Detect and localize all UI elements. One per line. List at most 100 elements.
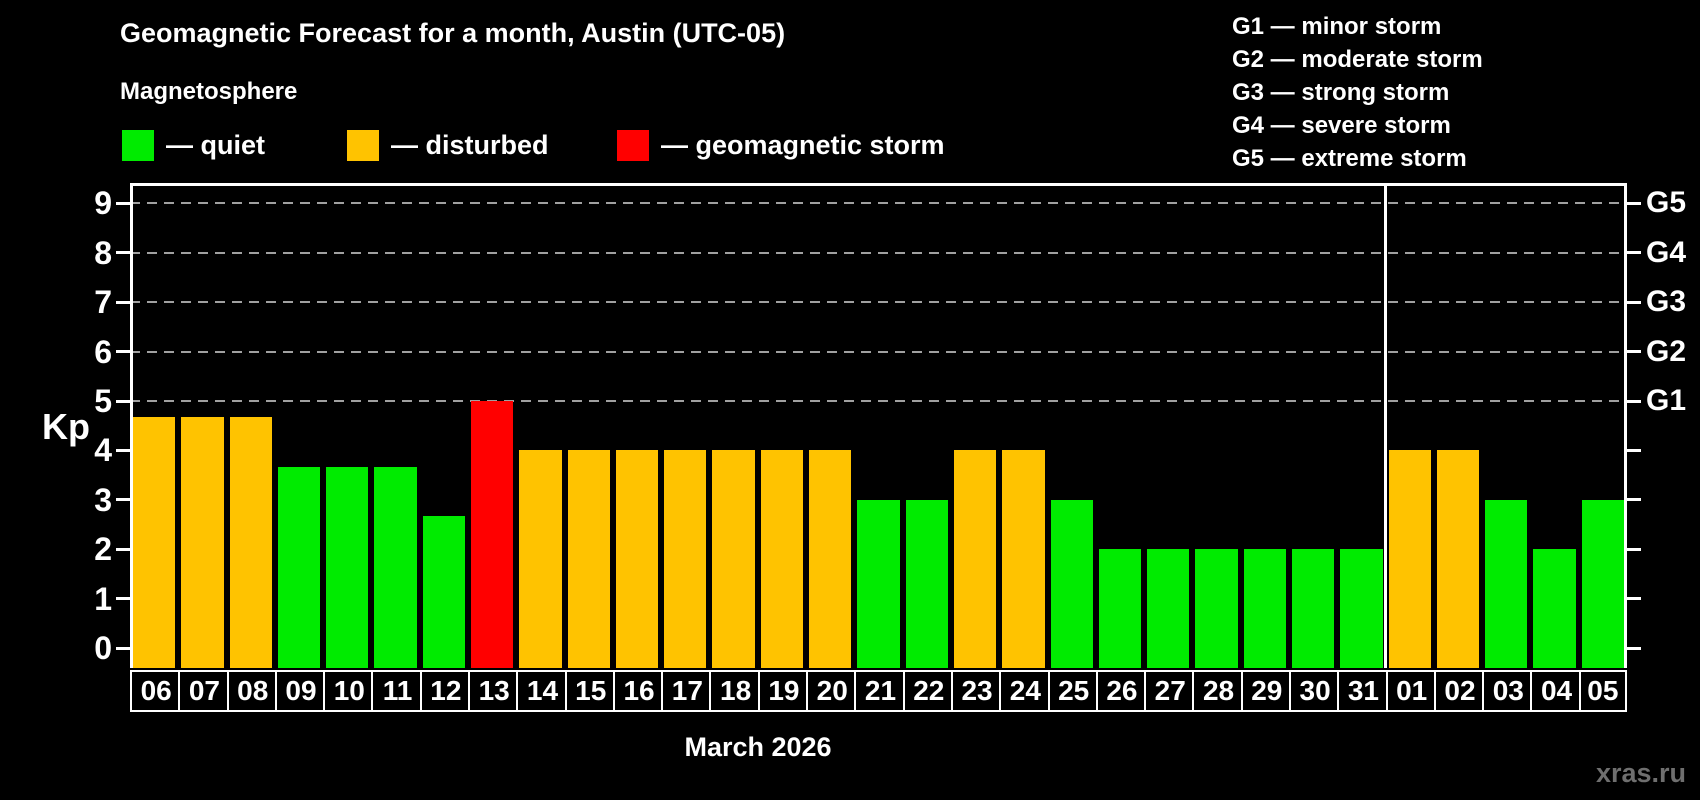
- kp-bar-day-08: [229, 417, 272, 668]
- day-label-26: 26: [1095, 670, 1147, 712]
- y-axis-tick-label: 7: [94, 284, 112, 321]
- day-label-10: 10: [323, 670, 374, 712]
- kp-bar-day-15: [567, 450, 610, 668]
- chart-title: Geomagnetic Forecast for a month, Austin…: [120, 18, 786, 48]
- y-axis-tick-right: [1627, 251, 1641, 255]
- legend-label: — quiet: [166, 130, 265, 160]
- y-axis-tick-label: 6: [94, 333, 112, 370]
- day-label-19: 19: [757, 670, 809, 712]
- y-axis-tick-left: [116, 646, 130, 650]
- kp-bar-day-23: [953, 450, 997, 668]
- day-label-01: 01: [1385, 670, 1436, 712]
- y-axis-tick-right: [1627, 350, 1641, 354]
- y-axis-tick-left: [116, 251, 130, 255]
- g-scale-legend-item: G2 — moderate storm: [1232, 46, 1483, 73]
- kp-bar-day-11: [374, 466, 417, 668]
- y-axis-tick-right: [1627, 201, 1641, 205]
- y-axis-tick-right: [1627, 498, 1641, 502]
- kp-bar-day-22: [905, 499, 948, 668]
- day-label-18: 18: [709, 670, 760, 712]
- gridline: [130, 350, 1627, 353]
- day-label-02: 02: [1433, 670, 1485, 712]
- day-label-12: 12: [419, 670, 471, 712]
- legend-item-quiet: — quiet: [122, 130, 265, 161]
- plot-area: [130, 183, 1627, 668]
- day-label-15: 15: [564, 670, 615, 712]
- magnetosphere-legend: — quiet — disturbed — geomagnetic storm: [0, 130, 1700, 164]
- g-scale-tick-label: G2: [1646, 334, 1687, 368]
- g-scale-tick-label: G3: [1646, 285, 1687, 319]
- day-label-29: 29: [1240, 670, 1291, 712]
- day-label-17: 17: [661, 670, 712, 712]
- day-label-27: 27: [1144, 670, 1195, 712]
- month-separator-line: [1384, 183, 1388, 668]
- y-axis-tick-right: [1627, 646, 1641, 650]
- g-scale-legend-item: G4 — severe storm: [1232, 112, 1451, 139]
- gridline: [130, 251, 1627, 254]
- kp-bar-day-07: [181, 417, 224, 668]
- kp-bar-day-10: [326, 466, 369, 668]
- y-axis-tick-right: [1627, 300, 1641, 304]
- day-label-08: 08: [226, 670, 277, 712]
- day-label-23: 23: [950, 670, 1002, 712]
- watermark: xras.ru: [1595, 758, 1686, 788]
- kp-bar-day-20: [809, 450, 852, 668]
- kp-bar-day-26: [1098, 549, 1142, 668]
- y-axis-tick-left: [116, 399, 130, 403]
- y-axis-tick-label: 2: [94, 531, 112, 568]
- kp-bar-day-28: [1195, 549, 1238, 668]
- gridline: [130, 202, 1627, 205]
- g-scale-legend-item: G1 — minor storm: [1232, 13, 1442, 40]
- g-scale-legend-item: G5 — extreme storm: [1232, 145, 1467, 172]
- y-axis-tick-label: 9: [94, 185, 112, 222]
- legend-item-storm: — geomagnetic storm: [617, 130, 945, 161]
- kp-bar-day-29: [1243, 549, 1286, 668]
- y-axis-tick-left: [116, 300, 130, 304]
- y-axis-tick-left: [116, 547, 130, 551]
- day-label-11: 11: [371, 670, 422, 712]
- disturbed-color-swatch: [347, 130, 379, 161]
- kp-bar-day-21: [857, 499, 900, 668]
- plot-frame-right: [1624, 183, 1627, 668]
- y-axis-label: Kp: [42, 406, 90, 447]
- y-axis-tick-label: 1: [94, 580, 112, 617]
- gridline: [130, 301, 1627, 304]
- quiet-color-swatch: [122, 130, 154, 161]
- day-label-20: 20: [806, 670, 857, 712]
- kp-bar-day-27: [1147, 549, 1190, 668]
- y-axis-tick-label: 3: [94, 481, 112, 518]
- y-axis-tick-label: 8: [94, 234, 112, 271]
- day-label-21: 21: [854, 670, 905, 712]
- kp-bar-day-31: [1340, 549, 1383, 668]
- day-label-28: 28: [1192, 670, 1243, 712]
- y-axis-tick-label: 5: [94, 383, 112, 419]
- g-scale-tick-label: G5: [1646, 186, 1687, 220]
- legend-label: — geomagnetic storm: [661, 130, 945, 160]
- kp-bar-day-05: [1581, 499, 1624, 668]
- day-label-07: 07: [178, 670, 229, 712]
- kp-bar-day-03: [1485, 499, 1528, 668]
- legend-item-disturbed: — disturbed: [347, 130, 549, 161]
- y-axis-tick-right: [1627, 597, 1641, 601]
- day-label-25: 25: [1047, 670, 1098, 712]
- kp-bar-day-18: [712, 450, 755, 668]
- g-scale-tick-label: G1: [1646, 384, 1687, 417]
- legend-label: — disturbed: [391, 130, 549, 160]
- kp-bar-day-19: [760, 450, 804, 668]
- y-axis-tick-right: [1627, 547, 1641, 551]
- day-label-04: 04: [1530, 670, 1581, 712]
- kp-bar-day-02: [1436, 450, 1480, 668]
- g-scale-tick-label: G4: [1646, 235, 1687, 269]
- g-scale-legend: G1 — minor storm G2 — moderate storm G3 …: [1232, 10, 1483, 175]
- kp-bar-day-16: [615, 450, 659, 668]
- kp-bar-day-12: [422, 516, 466, 668]
- day-label-05: 05: [1578, 670, 1627, 712]
- kp-bar-day-30: [1291, 549, 1335, 668]
- day-label-22: 22: [902, 670, 953, 712]
- kp-bar-day-25: [1050, 499, 1093, 668]
- kp-bar-day-14: [519, 450, 562, 668]
- day-label-31: 31: [1337, 670, 1388, 712]
- storm-color-swatch: [617, 130, 649, 161]
- day-label-16: 16: [612, 670, 664, 712]
